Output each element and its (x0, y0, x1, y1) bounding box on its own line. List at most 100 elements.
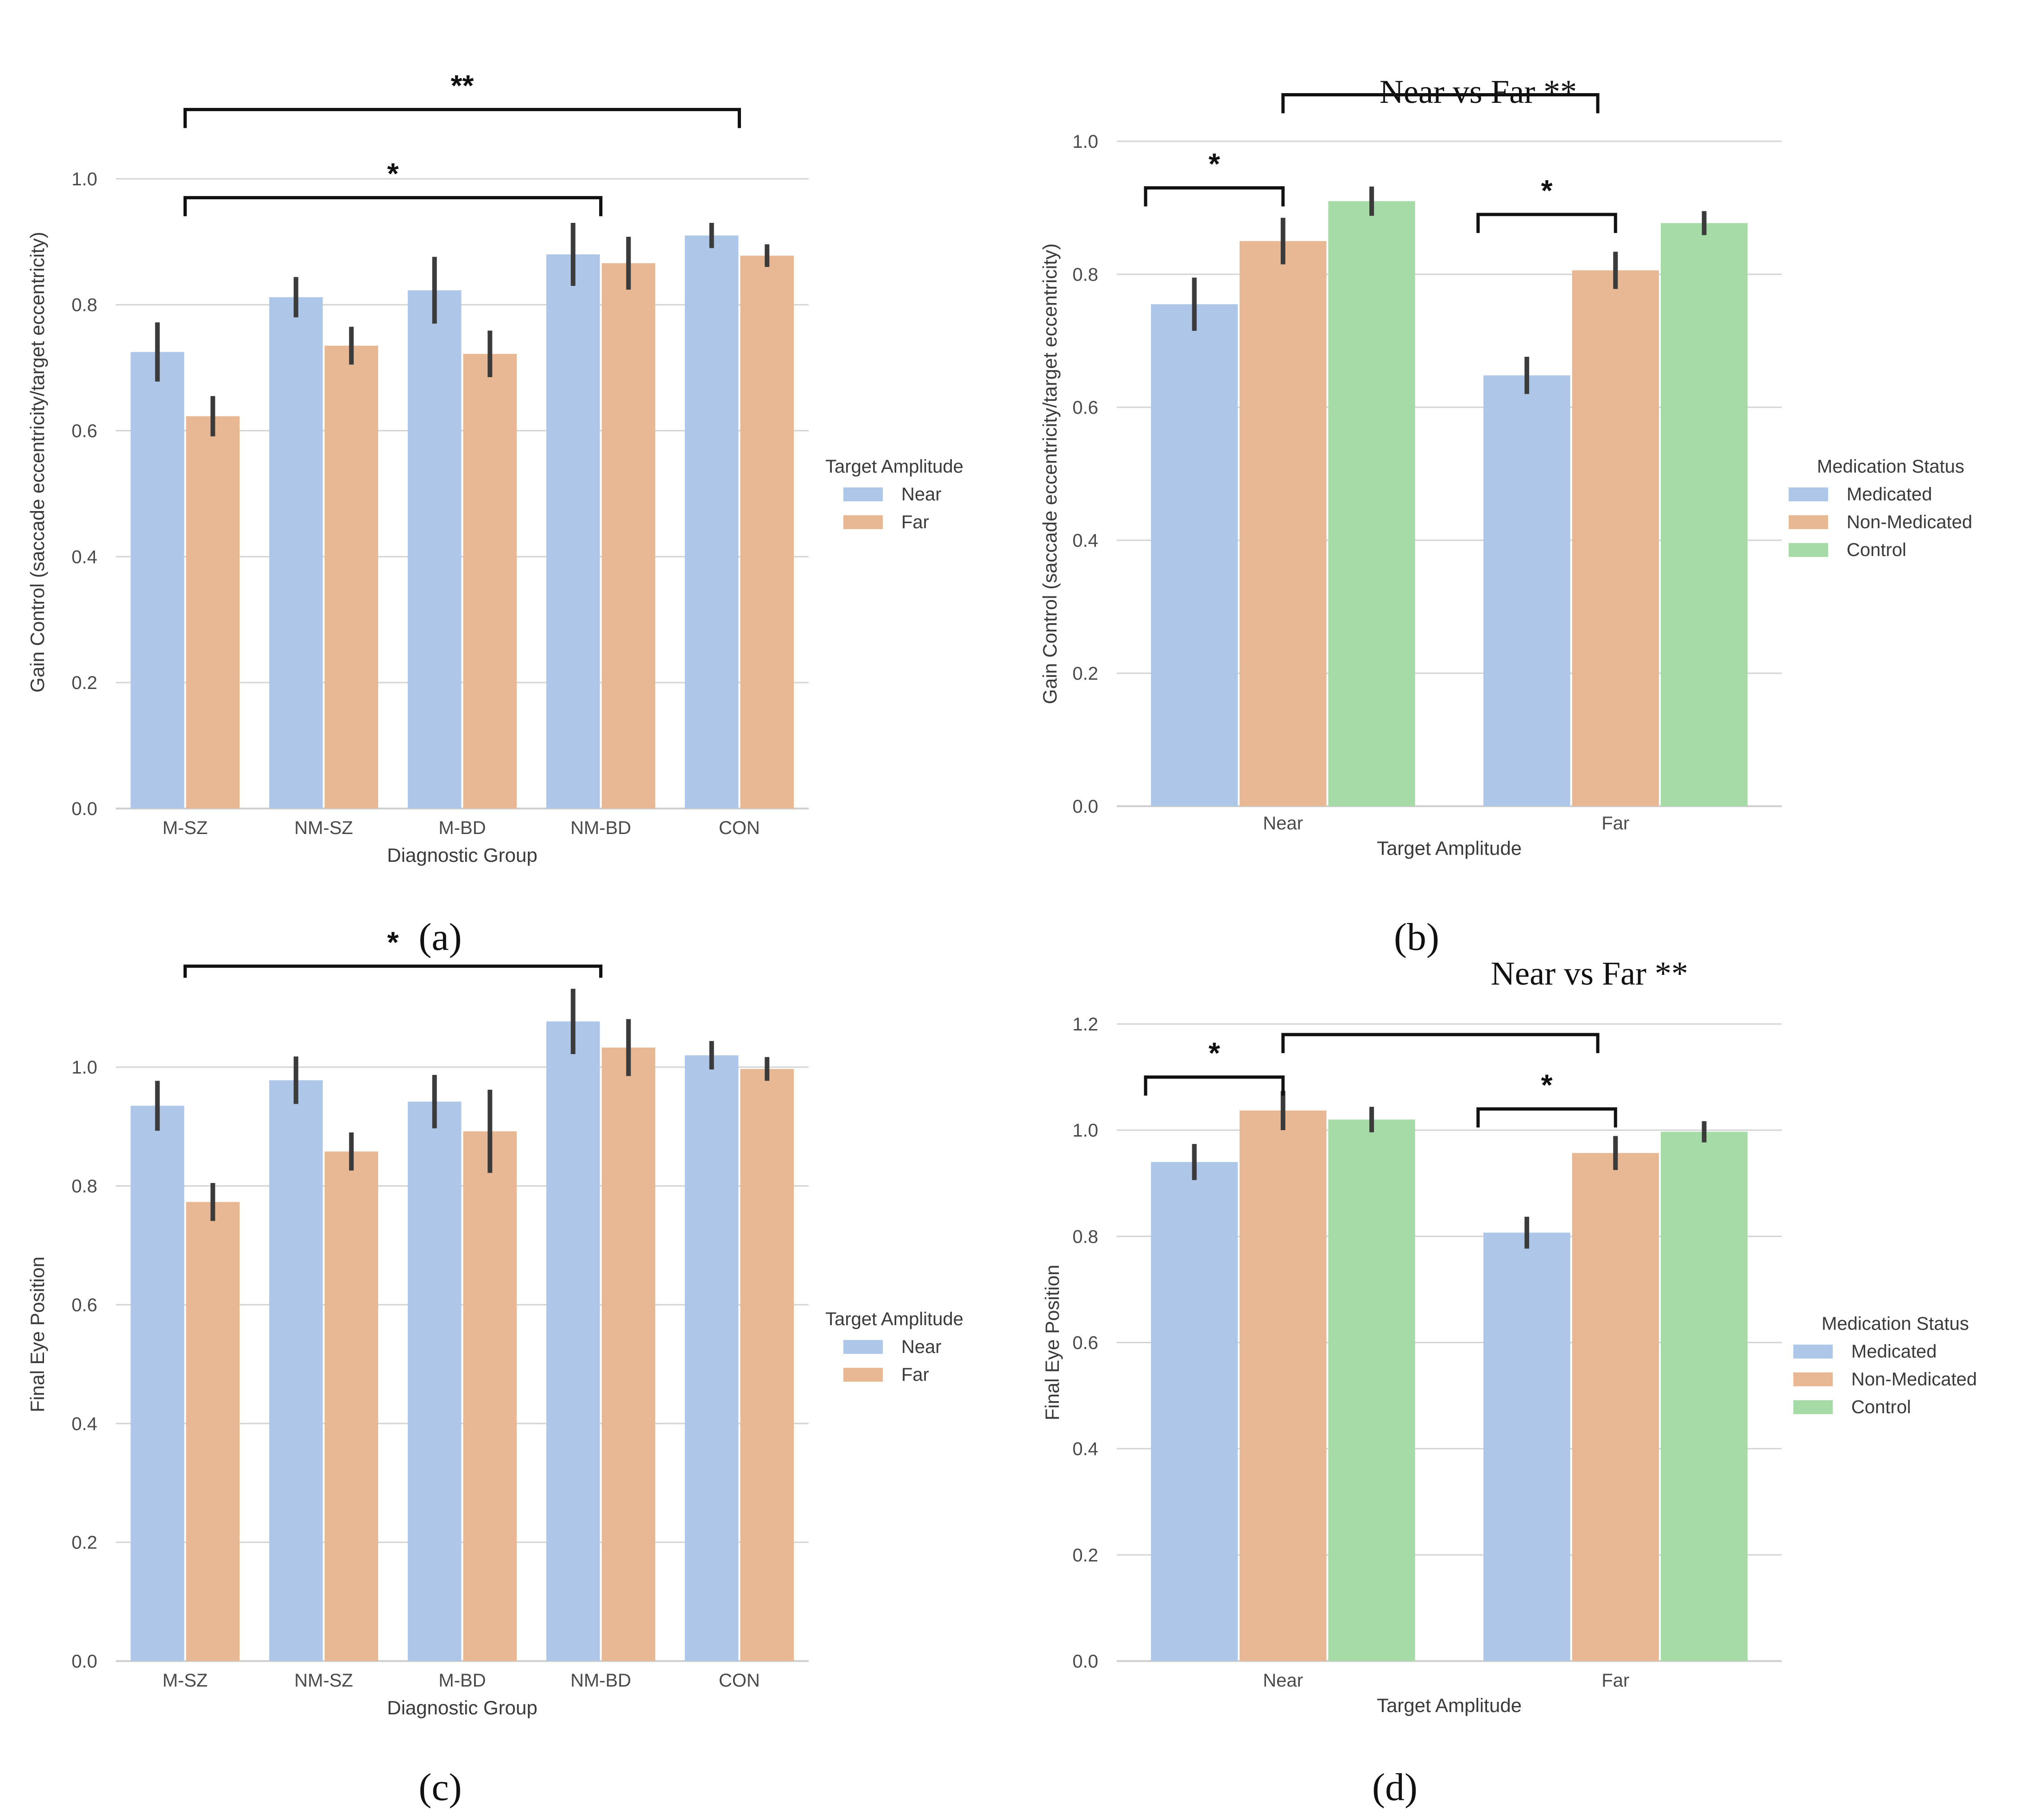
x-tick-label: NM-BD (570, 818, 631, 838)
significance-bracket (1476, 1107, 1617, 1128)
legend-label: Control (1851, 1397, 1911, 1417)
panel-d-heading: Near vs Far ** (1491, 955, 1688, 992)
y-axis-title: Gain Control (saccade eccentricity/targe… (26, 232, 48, 692)
significance-label: * (1209, 147, 1220, 180)
legend-label: Non-Medicated (1847, 512, 1972, 532)
y-tick-label: 0.4 (71, 1414, 97, 1434)
y-tick-label: 1.0 (1072, 132, 1098, 152)
legend-swatch (843, 515, 883, 529)
bar-near-nm-sz (269, 1080, 323, 1661)
y-tick-label: 0.2 (1072, 664, 1098, 684)
bar-near-con (684, 235, 739, 809)
x-tick-label: NM-SZ (294, 818, 353, 838)
y-axis-title: Gain Control (saccade eccentricity/targe… (1039, 243, 1061, 704)
y-tick-label: 0.0 (71, 799, 97, 819)
y-tick-label: 0.0 (1072, 1651, 1098, 1672)
bar-far-con (740, 255, 794, 809)
panel-a-caption: (a) (418, 916, 462, 959)
legend-swatch (843, 487, 883, 501)
legend-label: Medicated (1851, 1341, 1937, 1362)
y-tick-label: 1.2 (1072, 1014, 1098, 1035)
y-tick-label: 1.0 (1072, 1120, 1098, 1141)
panel-a-chart: 0.0 0.2 0.4 0.6 0.8 1.0 Gain Control (saccade … (26, 69, 963, 866)
significance-bracket (184, 196, 602, 216)
y-axis-title: Final Eye Position (1041, 1264, 1063, 1420)
legend-swatch (1789, 515, 1828, 529)
panel-b-chart: 0.0 0.2 0.4 0.6 0.8 1.0 Gain Control (saccade … (1039, 93, 1972, 859)
legend-swatch (1793, 1372, 1833, 1386)
significance-label: * (1541, 174, 1553, 207)
y-tick-label: 0.8 (71, 295, 97, 316)
y-tick-label: 0.4 (71, 547, 97, 567)
legend-label: Far (901, 1365, 929, 1385)
x-tick-label: Far (1601, 813, 1629, 834)
significance-label: * (1209, 1036, 1220, 1070)
bar-medicated-near (1151, 1162, 1238, 1661)
significance-label: ** (451, 69, 474, 102)
significance-label: * (387, 925, 399, 959)
x-axis-title: Diagnostic Group (387, 1697, 538, 1719)
bar-control-far (1660, 1131, 1748, 1661)
significance-label: * (387, 157, 399, 190)
y-tick-label: 0.8 (1072, 265, 1098, 285)
x-tick-label: NM-BD (570, 1670, 631, 1691)
legend-label: Control (1847, 540, 1906, 560)
y-tick-label: 0.4 (1072, 531, 1098, 551)
bar-near-m-sz (130, 352, 184, 809)
bar-far-m-bd (463, 354, 517, 809)
bar-control-near (1328, 1119, 1415, 1661)
panel-b-caption: (b) (1394, 916, 1439, 959)
significance-label: * (1541, 1068, 1553, 1101)
bar-control-near (1328, 201, 1415, 806)
panel-d-caption: (d) (1372, 1766, 1418, 1809)
bar-far-m-bd (463, 1131, 517, 1661)
legend-label: Far (901, 512, 929, 532)
bar-near-nm-bd (546, 254, 600, 809)
bar-far-nm-sz (324, 346, 379, 809)
y-tick-label: 0.4 (1072, 1439, 1098, 1460)
legend-title: Target Amplitude (825, 456, 963, 477)
bar-far-con (740, 1069, 794, 1661)
legend-title: Medication Status (1822, 1314, 1969, 1334)
panel-c-caption: (c) (418, 1766, 462, 1809)
x-tick-label: M-SZ (163, 1670, 208, 1691)
legend-label: Near (901, 484, 942, 505)
group-comparison-bracket (1281, 1033, 1600, 1053)
legend-swatch (1793, 1345, 1833, 1359)
x-tick-label: M-BD (438, 1670, 486, 1691)
legend-label: Non-Medicated (1851, 1369, 1977, 1390)
y-tick-label: 0.6 (71, 421, 97, 442)
panel-c-chart: 0.0 0.2 0.4 0.6 0.8 1.0 Final Eye Position M-SZ… (26, 925, 963, 1719)
legend-swatch (1789, 487, 1828, 501)
bar-far-nm-bd (601, 263, 656, 809)
x-tick-label: Near (1263, 1670, 1303, 1691)
legend-swatch (843, 1340, 883, 1354)
bar-far-nm-sz (324, 1151, 379, 1661)
x-tick-label: CON (719, 1670, 760, 1691)
bar-far-m-sz (186, 1202, 240, 1661)
bar-medicated-near (1151, 304, 1238, 807)
x-tick-label: Far (1601, 1670, 1629, 1691)
y-tick-label: 0.2 (1072, 1545, 1098, 1566)
significance-bracket (1144, 1075, 1285, 1096)
legend-swatch (1793, 1400, 1833, 1414)
y-tick-label: 0.2 (71, 673, 97, 693)
x-tick-label: CON (719, 818, 760, 838)
bar-near-nm-sz (269, 297, 323, 809)
bar-non-medicated-near (1240, 241, 1327, 806)
panel-d-chart: 0.0 0.2 0.4 0.6 0.8 1.0 1.2 Final Eye Position N… (1041, 1014, 1977, 1716)
significance-bracket (1144, 186, 1285, 207)
significance-bracket (184, 107, 741, 128)
bar-near-m-bd (407, 290, 462, 809)
bar-near-nm-bd (546, 1021, 600, 1661)
y-tick-label: 0.6 (1072, 398, 1098, 418)
group-comparison-bracket (1281, 93, 1600, 114)
x-tick-label: M-BD (438, 818, 486, 838)
bar-near-con (684, 1055, 739, 1661)
legend-label: Near (901, 1337, 942, 1357)
legend-title: Medication Status (1817, 456, 1964, 477)
y-tick-label: 0.8 (1072, 1226, 1098, 1247)
x-axis-title: Target Amplitude (1377, 1694, 1522, 1716)
legend-swatch (843, 1368, 883, 1382)
x-tick-label: Near (1263, 813, 1303, 834)
